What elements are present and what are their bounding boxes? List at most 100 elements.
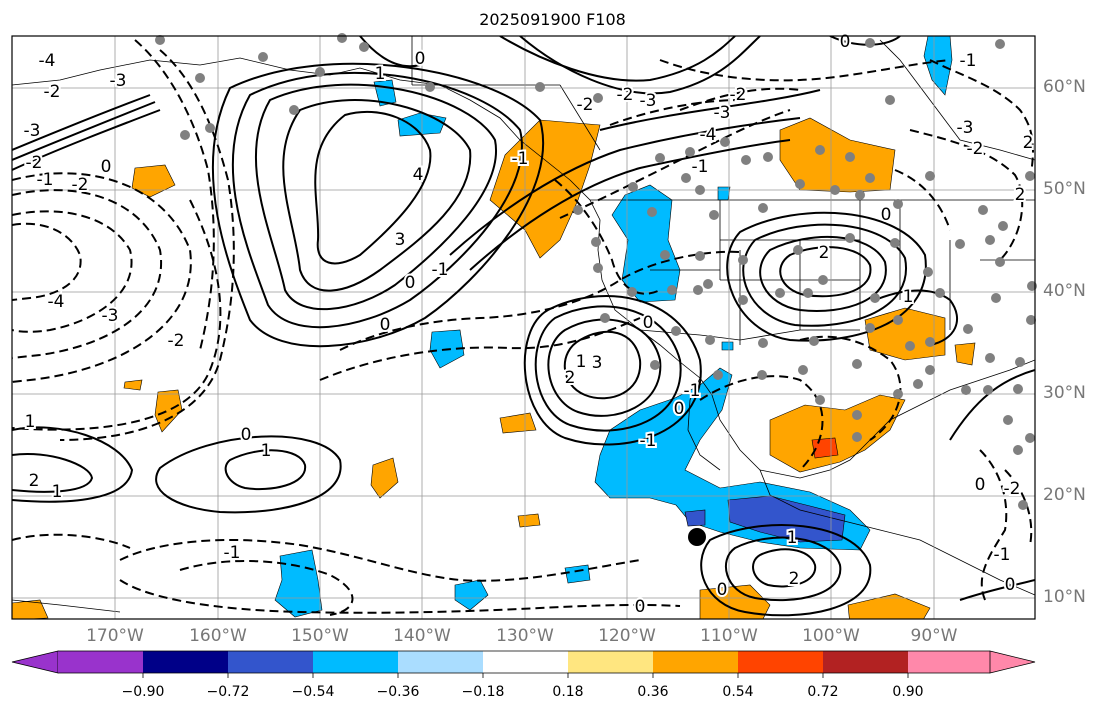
contour-label: 1 [375,64,386,84]
contour-label: 4 [413,165,424,185]
colorbar-segment [823,651,908,673]
positive-anomaly [811,437,839,459]
contour-label: 1 [25,412,36,432]
contour-label: -3 [102,306,119,326]
colorbar-segment [58,651,143,673]
contour-label: 0 [415,49,426,69]
shaded-areas [12,36,976,619]
contour-label: 0 [674,399,685,419]
positive-anomaly [12,599,49,619]
negative-anomaly [611,184,681,303]
contour-label: -1 [512,149,529,169]
contour-label: -2 [577,95,594,115]
contour-label: 3 [395,230,406,250]
lon-label: 110°W [700,626,758,646]
contour-label: -3 [957,118,974,138]
positive-anomaly [847,593,931,619]
contour-label: 1 [52,482,63,502]
contour-label: 1 [261,441,272,461]
contour-label: 0 [405,273,416,293]
colorbar-tick-label: 0.72 [807,684,839,700]
negative-anomaly [684,509,706,527]
contour-label: -2 [1004,479,1021,499]
colorbar-segment [143,651,228,673]
contour-label: -2 [44,82,61,102]
colorbar-segment [11,650,59,674]
lat-label: 60°N [1043,77,1086,97]
negative-anomaly [923,36,953,96]
lat-label: 30°N [1043,383,1086,403]
colorbar [11,650,1036,678]
lon-label: 90°W [910,626,958,646]
contour-label: 0 [840,32,851,52]
contour-label: 0 [1005,575,1016,595]
colorbar-segment [398,651,483,673]
lon-label: 160°W [189,626,247,646]
lon-label: 140°W [393,626,451,646]
contour-label: -1 [994,545,1011,565]
lat-label: 20°N [1043,485,1086,505]
colorbar-tick-label: −0.72 [206,684,250,700]
contour-label: 2 [1023,133,1034,153]
contour-label: -1 [960,51,977,71]
colorbar-outline [58,650,990,674]
contour-label: -3 [110,71,127,91]
contour-label: 0 [717,580,728,600]
contour-label: 0 [101,157,112,177]
station-markers [155,33,1037,510]
contour-label: -1 [640,431,657,451]
colorbar-segment [313,651,398,673]
colorbar-tick-label: −0.54 [291,684,335,700]
gridlines [12,36,1035,619]
positive-anomaly [954,342,976,366]
contour-label: -3 [714,103,731,123]
chart-title: 2025091900 F108 [479,10,626,29]
negative-anomaly [564,564,591,584]
contour-label: 0 [643,313,654,333]
positive-anomaly [131,164,176,198]
negative-anomaly [717,186,731,201]
lat-label: 10°N [1043,587,1086,607]
contour-label: 2 [29,471,40,491]
contour-label: 0 [975,475,986,495]
contour-label: 2 [1015,185,1026,205]
colorbar-tick-label: 0.54 [722,684,754,700]
contour-label: 2 [819,243,830,263]
contour-label: 2 [789,569,800,589]
contour-label: -3 [640,91,657,111]
contour-label: -2 [72,175,89,195]
contour-label: 0 [380,315,391,335]
positive-anomaly [123,379,143,391]
contour-label: 0 [881,205,892,225]
positive-anomaly [370,457,399,499]
contour-label: -1 [692,157,709,177]
negative-anomaly [727,495,846,543]
contour-label: -4 [700,125,717,145]
contour-label: -3 [24,121,41,141]
positive-anomaly [154,389,183,433]
contour-label: -1 [37,170,54,190]
contour-label: -2 [617,85,634,105]
colorbar-tick-label: −0.36 [376,684,420,700]
negative-anomaly [274,549,323,618]
positive-contours [12,36,1035,617]
contour-label: 1 [903,287,914,307]
positive-anomaly [769,394,906,473]
contour-label: -2 [168,331,185,351]
positive-anomaly [499,412,537,434]
contour-label: 0 [635,597,646,617]
lon-label: 130°W [496,626,554,646]
map-frame [11,35,1036,620]
contour-label: -2 [967,139,984,159]
contour-label: -4 [48,292,65,312]
colorbar-tick-label: 0.18 [552,684,584,700]
contour-label: 1 [787,528,798,548]
lon-label: 150°W [291,626,349,646]
contour-label: -2 [730,85,747,105]
colorbar-segment [228,651,313,673]
colorbar-segment [908,651,990,673]
positive-anomaly [517,513,541,528]
contour-label: 2 [565,368,576,388]
lon-label: 120°W [598,626,656,646]
